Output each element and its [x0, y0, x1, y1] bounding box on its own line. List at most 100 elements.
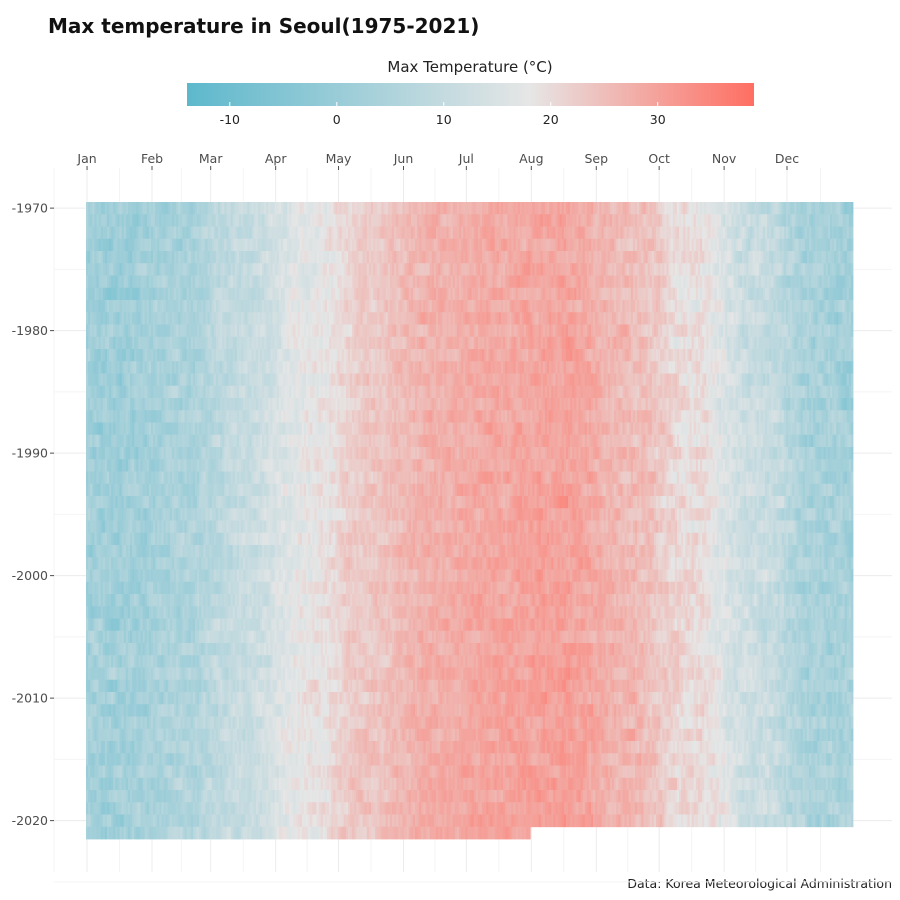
heatmap-cell — [123, 287, 127, 301]
heatmap-cell — [523, 238, 527, 252]
heatmap-cell — [498, 349, 502, 362]
heatmap-cell — [676, 349, 680, 362]
heatmap-cell — [612, 287, 615, 301]
heatmap-cell — [846, 275, 850, 289]
heatmap-cell — [295, 336, 299, 350]
heatmap-cell — [773, 312, 776, 325]
heatmap-cell — [274, 202, 278, 215]
heatmap-cell — [402, 300, 405, 313]
heatmap-cell — [490, 275, 493, 289]
heatmap-cell — [601, 202, 605, 215]
heatmap-cell — [136, 275, 139, 289]
heatmap-cell — [752, 300, 755, 313]
heatmap-cell — [557, 202, 561, 215]
heatmap-cell — [463, 324, 466, 338]
heatmap-cell — [578, 312, 581, 325]
heatmap-cell — [697, 336, 701, 350]
heatmap-cell — [769, 251, 772, 264]
heatmap-cell — [530, 324, 533, 338]
heatmap-cell — [567, 226, 571, 240]
heatmap-cell — [829, 202, 833, 215]
heatmap-cell — [618, 287, 621, 301]
heatmap-cell — [132, 251, 135, 264]
heatmap-cell — [456, 214, 460, 227]
heatmap-cell — [806, 214, 810, 227]
heatmap-cell — [725, 349, 728, 362]
heatmap-cell — [515, 312, 519, 325]
heatmap-cell — [262, 349, 265, 362]
heatmap-cell — [490, 349, 493, 362]
heatmap-cell — [731, 226, 734, 240]
heatmap-cell — [645, 202, 649, 215]
heatmap-cell — [521, 336, 525, 350]
heatmap-cell — [712, 251, 716, 264]
heatmap-cell — [756, 238, 760, 252]
heatmap-cell — [280, 202, 284, 215]
heatmap-cell — [823, 312, 827, 325]
heatmap-cell — [576, 324, 579, 338]
heatmap-cell — [825, 312, 829, 325]
heatmap-cell — [236, 226, 240, 240]
heatmap-cell — [658, 287, 661, 301]
heatmap-cell — [561, 214, 565, 227]
heatmap-cell — [104, 275, 108, 289]
heatmap-cell — [834, 324, 837, 338]
heatmap-cell — [484, 263, 487, 276]
heatmap-cell — [681, 324, 684, 338]
heatmap-cell — [628, 214, 632, 227]
heatmap-cell — [609, 238, 613, 252]
heatmap-cell — [140, 202, 143, 215]
heatmap-cell — [584, 251, 588, 264]
heatmap-cell — [241, 349, 244, 362]
heatmap-cell — [276, 251, 280, 264]
heatmap-cell — [498, 324, 502, 338]
heatmap-cell — [435, 300, 439, 313]
heatmap-cell — [674, 275, 678, 289]
heatmap-cell — [505, 226, 508, 240]
heatmap-cell — [662, 214, 665, 227]
heatmap-cell — [299, 336, 303, 350]
heatmap-cell — [670, 336, 674, 350]
heatmap-cell — [100, 202, 104, 215]
heatmap-cell — [333, 349, 336, 362]
heatmap-cell — [735, 238, 739, 252]
heatmap-cell — [174, 275, 177, 289]
heatmap-cell — [823, 275, 827, 289]
heatmap-cell — [220, 361, 223, 374]
heatmap-cell — [234, 300, 238, 313]
heatmap-cell — [544, 275, 548, 289]
heatmap-cell — [98, 263, 102, 276]
heatmap-cell — [335, 275, 338, 289]
heatmap-cell — [616, 238, 619, 252]
heatmap-cell — [153, 238, 156, 252]
heatmap-cell — [542, 275, 546, 289]
heatmap-cell — [125, 324, 129, 338]
heatmap-cell — [327, 349, 330, 362]
heatmap-cell — [693, 312, 697, 325]
heatmap-cell — [672, 336, 676, 350]
heatmap-cell — [247, 263, 250, 276]
heatmap-cell — [838, 275, 841, 289]
heatmap-cell — [368, 238, 372, 252]
heatmap-cell — [358, 336, 361, 350]
heatmap-cell — [130, 275, 133, 289]
heatmap-cell — [125, 238, 129, 252]
heatmap-cell — [373, 226, 376, 240]
heatmap-cell — [433, 263, 437, 276]
heatmap-cell — [327, 226, 330, 240]
heatmap-cell — [593, 324, 596, 338]
heatmap-cell — [679, 202, 682, 215]
heatmap-cell — [664, 324, 667, 338]
heatmap-cell — [626, 214, 630, 227]
heatmap-cell — [391, 349, 395, 362]
heatmap-cell — [517, 300, 521, 313]
heatmap-cell — [381, 226, 384, 240]
heatmap-cell — [417, 275, 420, 289]
heatmap-cell — [741, 312, 745, 325]
heatmap-cell — [750, 275, 753, 289]
heatmap-cell — [641, 202, 644, 215]
heatmap-cell — [549, 312, 552, 325]
heatmap-cell — [607, 263, 611, 276]
heatmap-cell — [798, 336, 802, 350]
heatmap-cell — [544, 251, 548, 264]
